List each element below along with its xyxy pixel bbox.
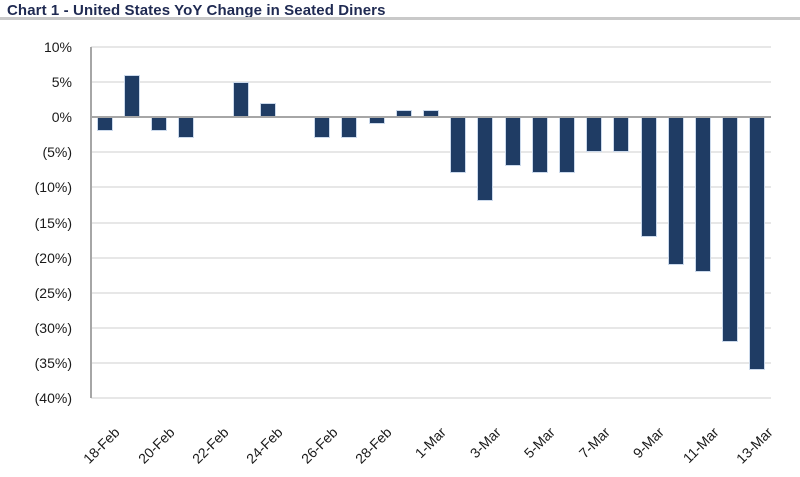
gridline <box>91 46 771 48</box>
x-tick-label: 5-Mar <box>520 424 559 462</box>
y-tick-label: (15%) <box>34 214 72 231</box>
y-axis-line <box>90 47 92 398</box>
y-tick-label: (35%) <box>34 354 72 371</box>
bar-24-Feb <box>259 103 276 118</box>
y-tick-label: (20%) <box>34 249 72 266</box>
x-tick-label: 1-Mar <box>412 424 450 462</box>
bar-27-Feb <box>341 117 358 139</box>
chart-title: Chart 1 - United States YoY Change in Se… <box>7 2 386 19</box>
x-tick-label: 28-Feb <box>352 424 395 467</box>
gridline <box>91 221 771 224</box>
bar-11-Mar <box>695 117 711 272</box>
bar-28-Feb <box>368 117 385 125</box>
gridline <box>91 291 771 294</box>
gridline <box>91 81 771 84</box>
zero-gridline <box>91 116 771 119</box>
y-tick-label: 0% <box>51 109 72 126</box>
bar-23-Feb <box>232 82 249 118</box>
y-tick-label: (5%) <box>42 144 72 161</box>
gridline <box>91 256 771 259</box>
bar-13-Mar <box>749 117 766 370</box>
bar-9-Mar <box>640 117 657 237</box>
bar-20-Feb <box>151 117 167 132</box>
x-tick-label: 7-Mar <box>575 424 613 462</box>
bar-7-Mar <box>586 117 603 153</box>
y-tick-label: (10%) <box>34 179 72 196</box>
bar-4-Mar <box>504 117 521 167</box>
bar-3-Mar <box>477 117 494 202</box>
x-tick-label: 9-Mar <box>629 424 667 462</box>
x-tick-label: 3-Mar <box>466 424 504 462</box>
bar-19-Feb <box>123 75 140 118</box>
x-tick-label: 18-Feb <box>80 424 123 467</box>
gridline <box>91 361 771 364</box>
y-tick-label: (40%) <box>34 390 72 406</box>
y-tick-label: 5% <box>51 74 72 91</box>
x-tick-label: 22-Feb <box>189 424 232 467</box>
x-tick-label: 13-Mar <box>733 424 776 467</box>
x-tick-label: 20-Feb <box>134 424 178 467</box>
x-tick-label: 24-Feb <box>243 424 287 467</box>
bar-6-Mar <box>559 117 575 174</box>
gridline <box>91 326 771 329</box>
x-tick-label: 26-Feb <box>297 424 341 467</box>
x-tick-label: 11-Mar <box>679 424 722 466</box>
y-tick-label: (25%) <box>34 284 72 301</box>
gridline <box>91 397 771 399</box>
bar-21-Feb <box>178 117 195 139</box>
y-tick-label: (30%) <box>34 319 72 336</box>
bar-12-Mar <box>722 117 739 342</box>
bar-18-Feb <box>96 117 113 132</box>
gridline <box>91 186 771 189</box>
bar-26-Feb <box>314 117 331 139</box>
title-underline-rule <box>0 17 800 20</box>
bar-2-Mar <box>450 117 467 174</box>
bar-5-Mar <box>531 117 548 174</box>
y-tick-label: 10% <box>43 39 72 55</box>
gridline <box>91 151 771 154</box>
bar-8-Mar <box>613 117 630 153</box>
bar-10-Mar <box>667 117 684 265</box>
